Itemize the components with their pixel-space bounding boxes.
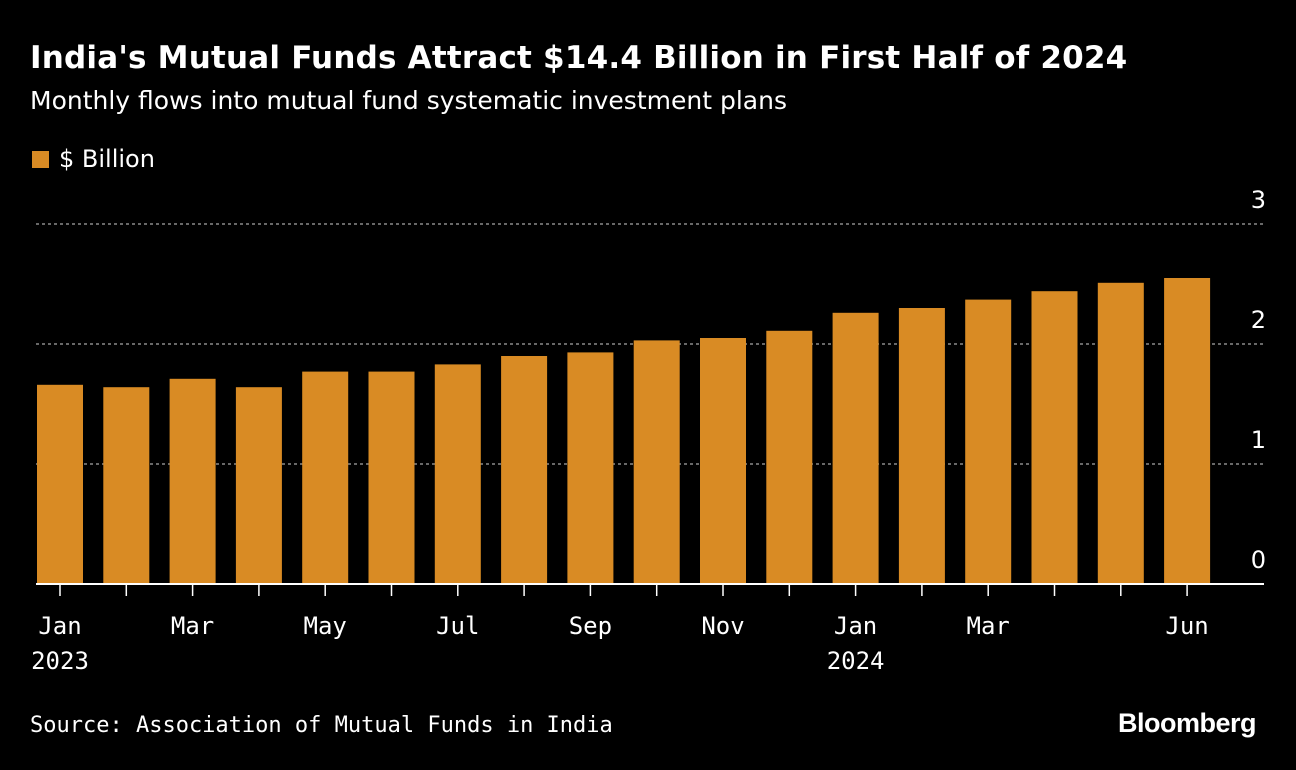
bar: [368, 371, 415, 584]
bar: [1097, 282, 1144, 584]
bar: [103, 387, 150, 584]
bar: [501, 356, 548, 584]
bar: [1031, 291, 1078, 584]
x-tick-label: May: [304, 612, 347, 640]
bar-chart: 0 1 2 3 Jan 2023 Mar May Jul Sep Nov Jan 2024 Mar Jun: [31, 186, 1266, 675]
chart-subtitle: Monthly flows into mutual fund systemati…: [30, 86, 787, 115]
bar: [302, 371, 349, 584]
legend-swatch: [32, 150, 49, 168]
bar: [434, 364, 481, 584]
bar: [169, 378, 216, 584]
y-axis: 0 1 2 3: [1251, 186, 1266, 574]
bar: [965, 299, 1012, 584]
x-tick-label: Jul: [436, 612, 479, 640]
legend-label: $ Billion: [59, 145, 155, 173]
legend: $ Billion: [32, 145, 155, 173]
source-note: Source: Association of Mutual Funds in I…: [30, 713, 613, 738]
bars: [37, 278, 1211, 584]
x-tick-label: Jan: [834, 612, 877, 640]
y-tick-label: 0: [1251, 546, 1266, 574]
x-axis: [36, 583, 1264, 596]
bar: [700, 338, 746, 584]
bar: [235, 387, 282, 584]
x-tick-year-label: 2023: [31, 647, 89, 675]
bar: [898, 308, 945, 584]
chart-title: India's Mutual Funds Attract $14.4 Billi…: [30, 40, 1128, 76]
x-tick-year-label: 2024: [827, 647, 885, 675]
bar: [766, 330, 813, 584]
y-tick-label: 2: [1251, 306, 1266, 334]
bar: [1164, 278, 1211, 584]
x-tick-label: Mar: [967, 612, 1010, 640]
x-tick-label: Jan: [38, 612, 81, 640]
bar: [633, 340, 680, 584]
x-tick-label: Sep: [569, 612, 612, 640]
x-axis-labels: Jan 2023 Mar May Jul Sep Nov Jan 2024 Mar Jun: [31, 612, 1209, 675]
y-tick-label: 1: [1251, 426, 1266, 454]
bar: [37, 384, 83, 584]
y-tick-label: 3: [1251, 186, 1266, 214]
x-tick-label: Mar: [171, 612, 214, 640]
x-tick-label: Jun: [1165, 612, 1208, 640]
bar: [832, 312, 879, 584]
bar: [567, 352, 614, 584]
bloomberg-logo: Bloomberg: [1117, 708, 1257, 738]
x-tick-label: Nov: [701, 612, 744, 640]
